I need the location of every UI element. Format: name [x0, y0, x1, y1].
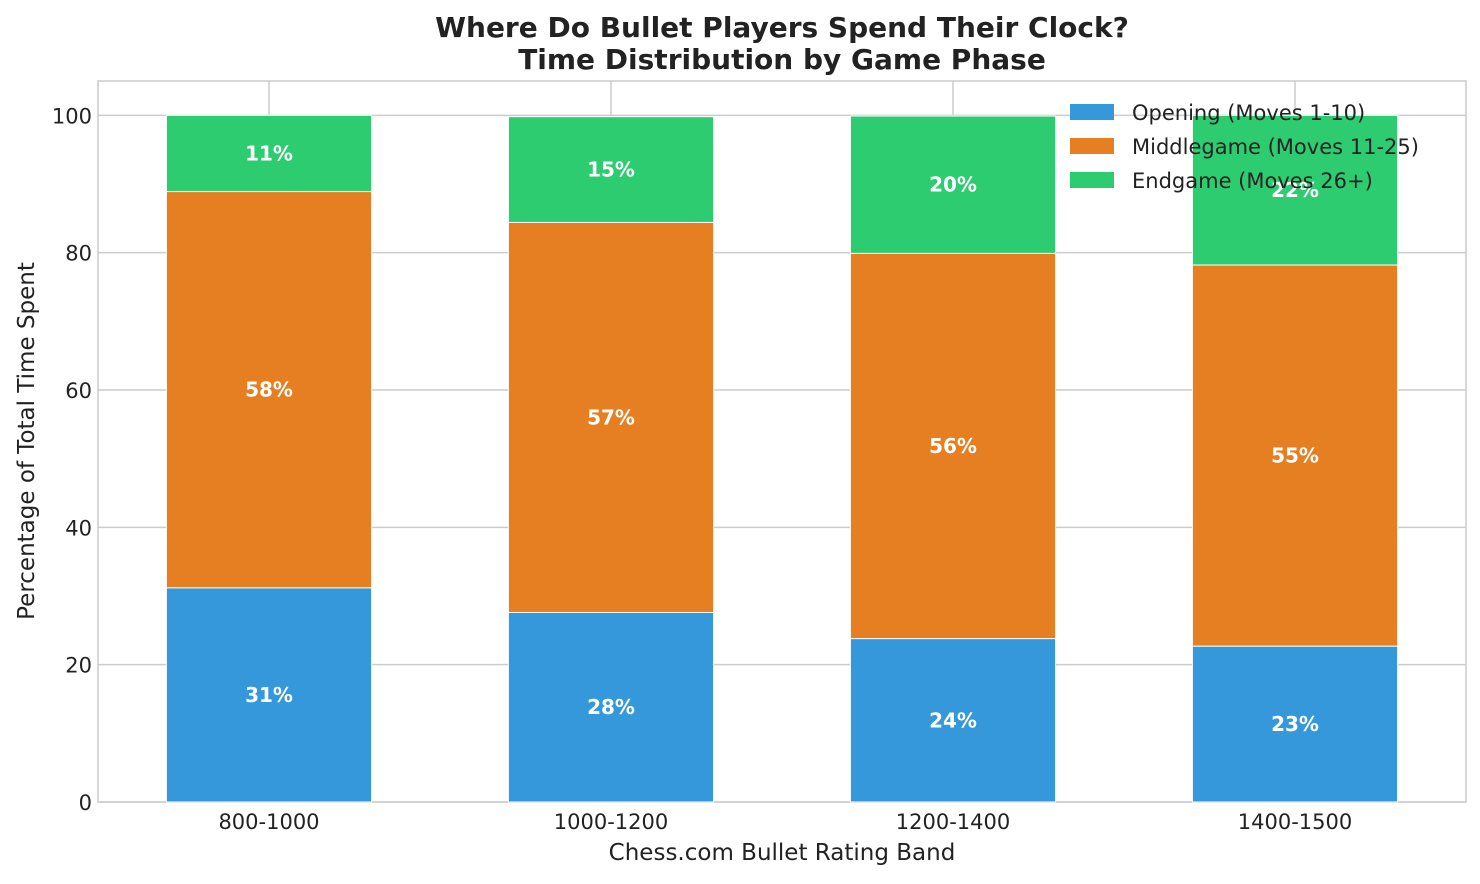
x-tick-label: 800-1000 — [218, 810, 319, 834]
legend-swatch — [1070, 172, 1114, 188]
bar-value-label: 11% — [245, 141, 293, 165]
bar-segment — [849, 252, 1057, 640]
bars — [165, 114, 1399, 803]
legend-label: Endgame (Moves 26+) — [1132, 169, 1373, 193]
bar-segment — [849, 115, 1057, 254]
legend-label: Opening (Moves 1-10) — [1132, 101, 1365, 125]
y-axis-label: Percentage of Total Time Spent — [14, 262, 40, 620]
bar-value-label: 20% — [929, 173, 977, 197]
y-axis-ticks: 0 20 40 60 80 100 — [52, 104, 92, 815]
y-tick-label: 80 — [65, 242, 92, 266]
bar-segment — [165, 114, 373, 193]
x-tick-label: 1200-1400 — [896, 810, 1010, 834]
bar-value-labels: 31% 58% 11% 28% 57% 15% 24% 56% 20% 23% 55% 22% — [245, 141, 1319, 736]
bar-value-label: 24% — [929, 708, 977, 732]
bar-value-label: 57% — [587, 405, 635, 429]
bar-value-label: 15% — [587, 158, 635, 182]
x-tick-label: 1400-1500 — [1238, 810, 1352, 834]
bar-segment — [1191, 645, 1399, 803]
chart-title: Where Do Bullet Players Spend Their Cloc… — [435, 11, 1129, 44]
bar-value-label: 22% — [1271, 178, 1319, 202]
bar-segment — [507, 221, 715, 613]
bar-segment — [1191, 114, 1399, 266]
bar-value-label: 55% — [1271, 444, 1319, 468]
chart-subtitle: Time Distribution by Game Phase — [518, 43, 1046, 76]
y-tick-label: 20 — [65, 654, 92, 678]
y-tick-label: 0 — [79, 791, 92, 815]
bar-segment — [507, 611, 715, 803]
bar-segment — [165, 587, 373, 803]
y-tick-label: 40 — [65, 516, 92, 540]
legend-swatch — [1070, 104, 1114, 120]
legend-swatch — [1070, 138, 1114, 154]
bar-segment — [165, 191, 373, 589]
bar-segment — [1191, 264, 1399, 647]
legend: Opening (Moves 1-10) Middlegame (Moves 11… — [1070, 101, 1419, 193]
bar-value-label: 28% — [587, 695, 635, 719]
bar-segment — [849, 638, 1057, 803]
x-axis-ticks: 800-1000 1000-1200 1200-1400 1400-1500 — [218, 810, 1352, 834]
x-axis-label: Chess.com Bullet Rating Band — [609, 840, 956, 866]
bar-value-label: 56% — [929, 434, 977, 458]
bar-value-label: 31% — [245, 683, 293, 707]
bar-segment — [507, 116, 715, 223]
bar-value-label: 23% — [1271, 712, 1319, 736]
legend-label: Middlegame (Moves 11-25) — [1132, 135, 1419, 159]
y-tick-label: 100 — [52, 104, 92, 128]
bar-value-label: 58% — [245, 378, 293, 402]
y-tick-label: 60 — [65, 379, 92, 403]
x-tick-label: 1000-1200 — [554, 810, 668, 834]
